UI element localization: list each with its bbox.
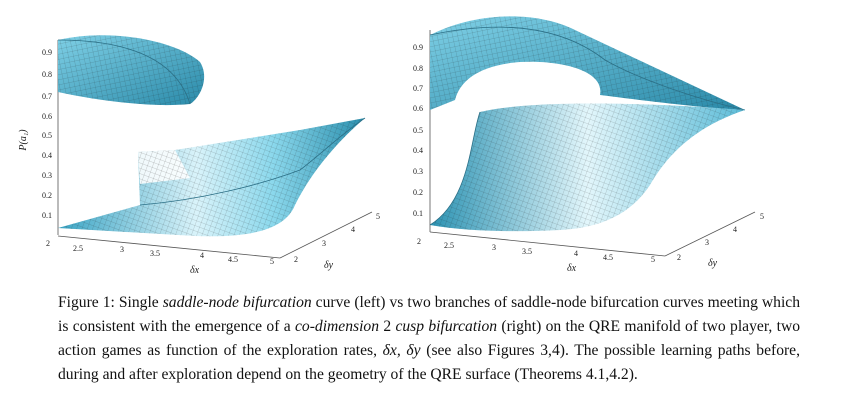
z-tick: 0.7	[42, 92, 52, 101]
y-tick: 2	[677, 253, 681, 262]
caption-italic: cusp bifurcation	[395, 318, 498, 335]
z-tick: 0.2	[42, 191, 52, 200]
y-tick: 2	[294, 255, 298, 264]
x-tick: 3	[120, 245, 124, 254]
figure-caption: Figure 1: Single saddle-node bifurcation…	[58, 291, 800, 387]
x-tick: 4.5	[603, 253, 613, 262]
right-x-axis-label: δx	[567, 263, 577, 274]
figure-panels: 0.9 0.8 0.7 0.6 0.5 0.4 0.3 0.2 0.1 P(a₁…	[18, 16, 764, 276]
z-tick: 0.8	[413, 64, 423, 73]
caption-text: curve (left) vs two branches of saddle-n…	[58, 294, 800, 335]
left-panel: 0.9 0.8 0.7 0.6 0.5 0.4 0.3 0.2 0.1 P(a₁…	[18, 35, 380, 276]
x-tick: 2	[46, 239, 50, 248]
z-tick: 0.4	[413, 146, 423, 155]
left-x-axis-label: δx	[190, 265, 200, 276]
x-tick: 5	[270, 257, 274, 266]
z-tick: 0.1	[42, 211, 52, 220]
x-tick: 4.5	[228, 255, 238, 264]
caption-italic: co-dimension	[294, 318, 379, 335]
y-tick: 4	[733, 225, 737, 234]
x-tick: 2.5	[73, 244, 83, 253]
right-z-ticks: 0.9 0.8 0.7 0.6 0.5 0.4 0.3 0.2 0.1	[413, 43, 423, 218]
z-tick: 0.7	[413, 84, 423, 93]
z-tick: 0.4	[42, 151, 52, 160]
x-tick: 2.5	[444, 241, 454, 250]
caption-text: (see also Figures 3,4). The possible lea…	[58, 342, 800, 383]
z-tick: 0.6	[413, 104, 423, 113]
caption-text: (right) on the QRE manifold of two playe…	[58, 318, 801, 359]
z-tick: 0.2	[413, 188, 423, 197]
left-y-ticks: 2 3 4 5	[294, 212, 380, 264]
x-tick: 4	[574, 249, 578, 258]
x-tick: 5	[651, 255, 655, 264]
caption-italic: δx, δy	[382, 342, 421, 359]
z-tick: 0.9	[42, 48, 52, 57]
x-tick: 3.5	[150, 249, 160, 258]
z-tick: 0.6	[42, 112, 52, 121]
x-tick: 2	[417, 237, 421, 246]
caption-italic: saddle-node bifurcation	[162, 294, 312, 311]
y-tick: 3	[705, 238, 709, 247]
y-tick: 4	[351, 225, 355, 234]
left-z-axis-label: P(a₁)	[18, 129, 29, 152]
left-y-axis-label: δy	[324, 260, 334, 271]
y-tick: 5	[376, 212, 380, 221]
z-tick: 0.3	[42, 171, 52, 180]
right-x-ticks: 2 2.5 3 3.5 4 4.5 5	[417, 237, 655, 264]
z-tick: 0.5	[413, 126, 423, 135]
y-tick: 5	[760, 212, 764, 221]
z-tick: 0.3	[413, 167, 423, 176]
x-tick: 3	[492, 243, 496, 252]
x-tick: 4	[200, 251, 204, 260]
z-tick: 0.9	[413, 43, 423, 52]
z-tick: 0.8	[42, 70, 52, 79]
caption-text: Figure 1: Single	[58, 294, 163, 311]
left-x-ticks: 2 2.5 3 3.5 4 4.5 5	[46, 239, 274, 266]
left-z-ticks: 0.9 0.8 0.7 0.6 0.5 0.4 0.3 0.2 0.1	[42, 48, 52, 220]
right-panel: 0.9 0.8 0.7 0.6 0.5 0.4 0.3 0.2 0.1 2 2.…	[413, 16, 764, 274]
right-y-axis-label: δy	[708, 258, 718, 269]
z-tick: 0.5	[42, 131, 52, 140]
caption-text: 2	[379, 318, 396, 335]
right-y-ticks: 2 3 4 5	[677, 212, 764, 262]
z-tick: 0.1	[413, 209, 423, 218]
x-tick: 3.5	[522, 247, 532, 256]
y-tick: 3	[322, 239, 326, 248]
